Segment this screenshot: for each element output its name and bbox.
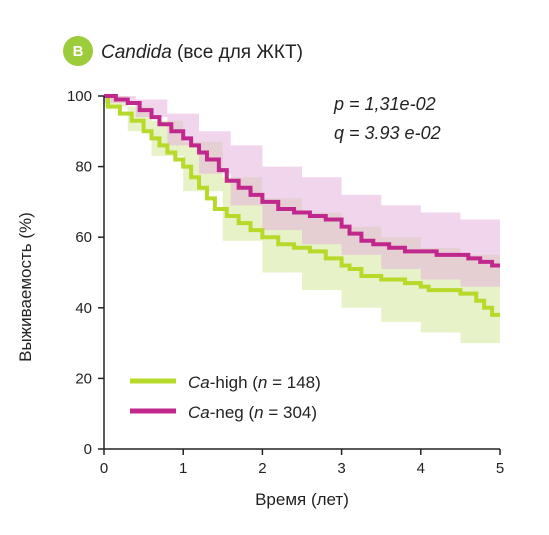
x-tick-label: 3 [337,460,345,477]
survival-lines [104,94,500,317]
y-tick-label: 0 [84,441,92,458]
x-tick-label: 1 [179,460,187,477]
axes: 0 20 40 60 80 100 0 1 2 3 4 5 [67,88,504,477]
x-tick-label: 0 [100,460,108,477]
chart-title-rest: (все для ЖКТ) [172,42,303,63]
p-value: p = 1,31e-02 [333,94,436,114]
chart-title: Candida (все для ЖКТ) [101,42,303,63]
y-tick-label: 60 [75,229,92,246]
ci-band-ca-neg [104,96,500,294]
y-tick-label: 20 [75,370,92,387]
confidence-bands [104,96,500,365]
legend-label-ca-neg: Ca-neg (n = 304) [188,403,317,422]
q-value: q = 3.93 e-02 [334,123,441,143]
chart-title-italic: Candida [101,42,172,63]
legend-label-ca-high: Ca-high (n = 148) [188,373,321,392]
y-tick-label: 80 [75,159,92,176]
x-tick-label: 4 [417,460,425,477]
x-tick-label: 5 [496,460,504,477]
legend: Ca-high (n = 148) Ca-neg (n = 304) [130,373,321,422]
y-tick-label: 100 [67,88,92,105]
y-tick-label: 40 [75,300,92,317]
survival-line-ca-neg [104,94,500,268]
survival-line-ca-high [104,94,500,317]
panel-badge-letter: B [73,43,84,60]
y-axis-title: Выживаемость (%) [16,212,35,362]
x-tick-label: 2 [258,460,266,477]
panel-badge [63,36,93,66]
panel-title: B Candida (все для ЖКТ) [63,36,303,66]
x-axis-title: Время (лет) [255,490,349,509]
